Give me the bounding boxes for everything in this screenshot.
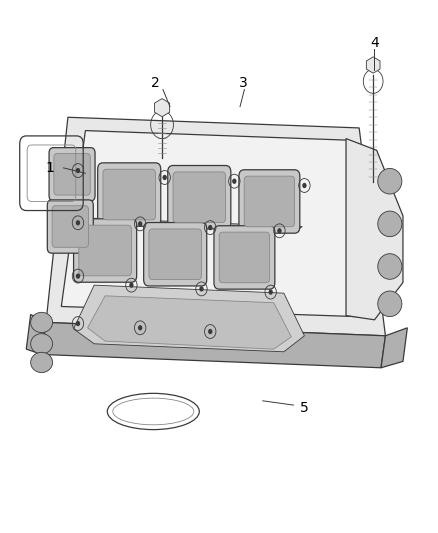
Circle shape	[76, 273, 80, 279]
Polygon shape	[74, 285, 304, 352]
Circle shape	[162, 175, 167, 180]
Polygon shape	[46, 117, 385, 336]
Circle shape	[76, 220, 80, 225]
Circle shape	[138, 325, 142, 330]
Circle shape	[268, 289, 273, 295]
Circle shape	[199, 286, 204, 292]
FancyBboxPatch shape	[74, 219, 137, 282]
Polygon shape	[155, 99, 170, 117]
FancyBboxPatch shape	[239, 169, 300, 233]
Ellipse shape	[378, 291, 402, 317]
Polygon shape	[381, 328, 407, 368]
Circle shape	[277, 228, 282, 233]
Circle shape	[76, 321, 80, 326]
Text: 4: 4	[370, 36, 379, 50]
Ellipse shape	[378, 211, 402, 237]
FancyBboxPatch shape	[144, 223, 207, 286]
Polygon shape	[88, 296, 291, 349]
FancyBboxPatch shape	[214, 226, 275, 289]
FancyBboxPatch shape	[103, 169, 155, 220]
Polygon shape	[42, 322, 385, 368]
Ellipse shape	[31, 312, 53, 333]
Circle shape	[302, 183, 307, 188]
Polygon shape	[69, 217, 302, 231]
Circle shape	[208, 329, 212, 334]
Polygon shape	[61, 131, 372, 317]
FancyBboxPatch shape	[149, 229, 201, 279]
Circle shape	[138, 221, 142, 227]
FancyBboxPatch shape	[168, 165, 231, 229]
FancyBboxPatch shape	[49, 148, 95, 201]
Circle shape	[129, 282, 134, 288]
FancyBboxPatch shape	[52, 206, 88, 247]
Text: 1: 1	[46, 161, 55, 175]
FancyBboxPatch shape	[54, 154, 90, 195]
Ellipse shape	[31, 352, 53, 373]
Polygon shape	[366, 57, 380, 73]
FancyBboxPatch shape	[244, 176, 294, 227]
FancyBboxPatch shape	[173, 172, 226, 223]
Circle shape	[76, 168, 80, 173]
Text: 2: 2	[151, 76, 160, 90]
Text: 3: 3	[239, 76, 247, 90]
FancyBboxPatch shape	[79, 225, 131, 276]
Ellipse shape	[378, 168, 402, 194]
Text: 5: 5	[300, 401, 309, 415]
Circle shape	[232, 179, 237, 184]
Polygon shape	[346, 139, 403, 320]
Polygon shape	[26, 314, 46, 354]
FancyBboxPatch shape	[98, 163, 161, 226]
FancyBboxPatch shape	[219, 232, 269, 282]
FancyBboxPatch shape	[47, 200, 93, 253]
Circle shape	[208, 225, 212, 230]
Ellipse shape	[31, 334, 53, 354]
Ellipse shape	[378, 254, 402, 279]
